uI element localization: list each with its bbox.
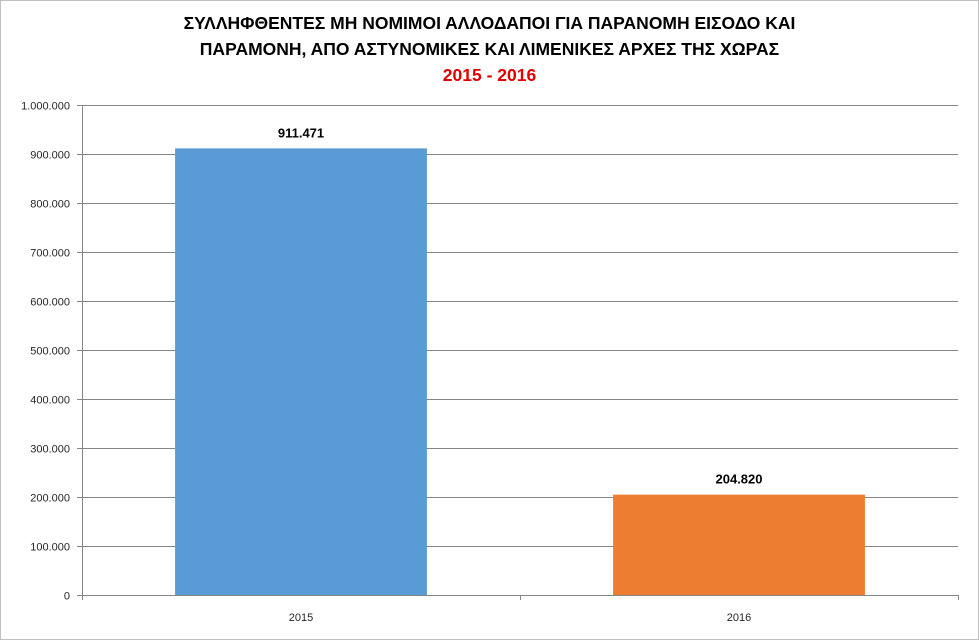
y-tick-label: 400.000 (30, 395, 70, 407)
chart-title-line-2: ΠΑΡΑΜΟΝΗ, ΑΠΟ ΑΣΤΥΝΟΜΙΚΕΣ ΚΑΙ ΛΙΜΕΝΙΚΕΣ … (199, 39, 780, 59)
y-tick-label: 800.000 (30, 199, 70, 211)
data-labels: 911.471 204.820 (278, 125, 763, 486)
y-tick-label: 300.000 (30, 444, 70, 456)
chart-title: ΣΥΛΛΗΦΘΕΝΤΕΣ ΜΗ ΝΟΜΙΜΟΙ ΑΛΛΟΔΑΠΟΙ ΓΙΑ ΠΑ… (0, 10, 979, 88)
chart-title-line-1: ΣΥΛΛΗΦΘΕΝΤΕΣ ΜΗ ΝΟΜΙΜΟΙ ΑΛΛΟΔΑΠΟΙ ΓΙΑ ΠΑ… (183, 13, 796, 33)
data-label-2016: 204.820 (716, 472, 763, 487)
y-tick-label: 1.000.000 (21, 101, 70, 113)
y-tick-label: 100.000 (30, 542, 70, 554)
bar-2016 (613, 494, 865, 595)
chart-subtitle: 2015 - 2016 (442, 65, 537, 85)
y-axis: 0 100.000 200.000 300.000 400.000 500.000 600.… (21, 101, 83, 603)
x-axis: 2015 2016 (82, 595, 959, 624)
x-tick-label: 2016 (727, 612, 751, 624)
y-tick-label: 500.000 (30, 346, 70, 358)
y-tick-label: 200.000 (30, 493, 70, 505)
x-tick-label: 2015 (289, 612, 313, 624)
bar-2015 (175, 148, 427, 595)
data-label-2015: 911.471 (278, 125, 324, 140)
y-tick-label: 0 (64, 591, 70, 603)
y-tick-label: 700.000 (30, 248, 70, 260)
y-tick-label: 600.000 (30, 297, 70, 309)
y-tick-label: 900.000 (30, 150, 70, 162)
bars (175, 148, 865, 595)
